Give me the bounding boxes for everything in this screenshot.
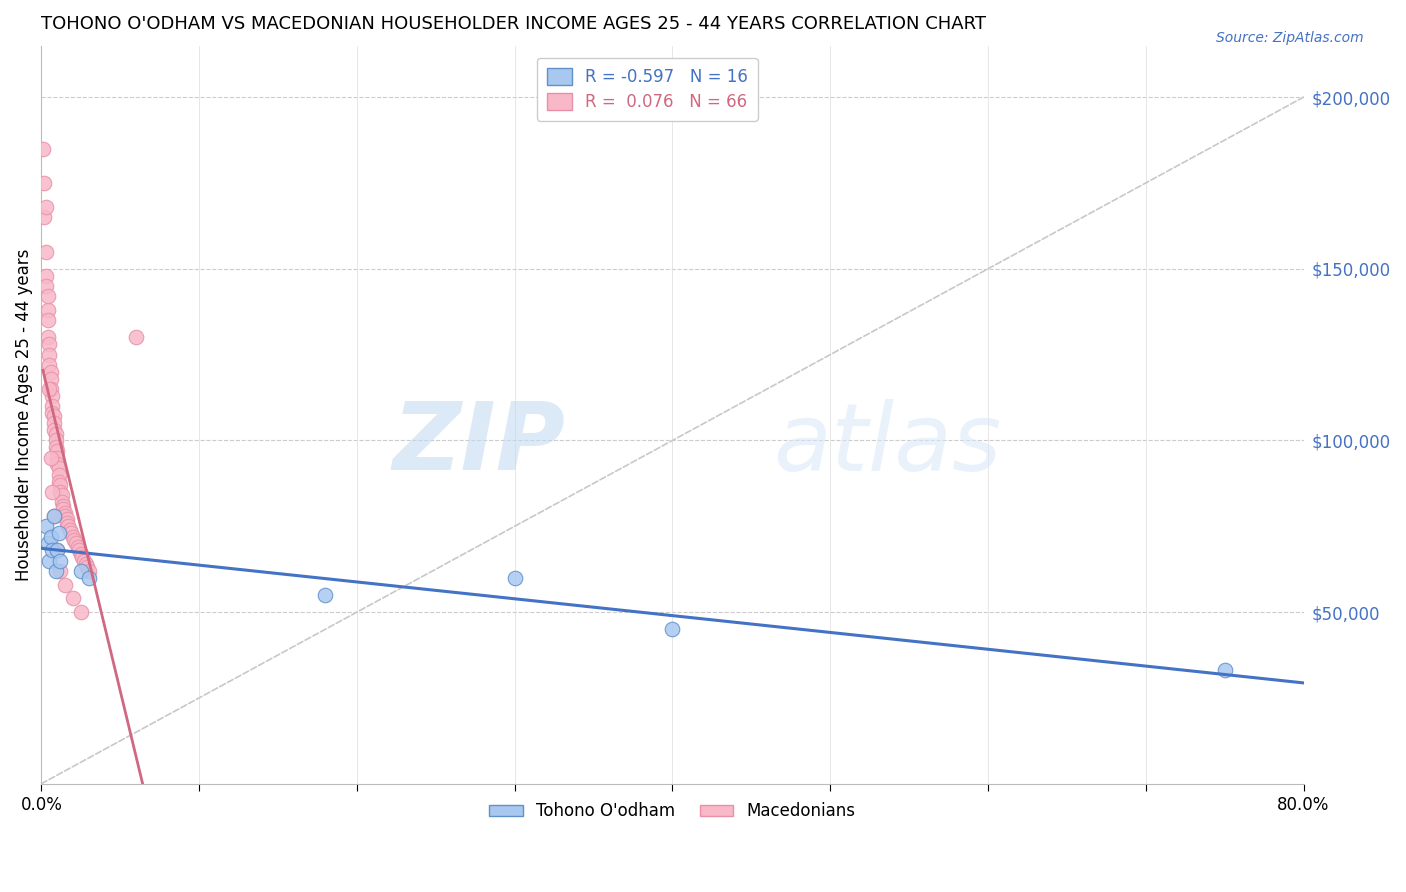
Point xyxy=(49,478,72,492)
Point xyxy=(49,485,72,500)
Point xyxy=(34,176,56,190)
Point xyxy=(38,348,60,362)
Point xyxy=(37,536,59,550)
Point xyxy=(35,268,58,283)
Point xyxy=(62,530,84,544)
Point xyxy=(65,536,87,550)
Point xyxy=(503,571,526,585)
Point xyxy=(46,443,69,458)
Point xyxy=(38,553,60,567)
Point xyxy=(51,495,73,509)
Point xyxy=(59,523,82,537)
Point xyxy=(77,571,100,585)
Point xyxy=(34,211,56,225)
Point xyxy=(38,337,60,351)
Point xyxy=(42,409,65,424)
Point xyxy=(38,358,60,372)
Point xyxy=(35,519,58,533)
Point xyxy=(51,488,73,502)
Text: ZIP: ZIP xyxy=(392,398,565,491)
Point xyxy=(42,417,65,431)
Point xyxy=(37,289,59,303)
Point xyxy=(49,564,72,578)
Point xyxy=(44,440,66,454)
Point xyxy=(63,533,86,547)
Point xyxy=(41,389,63,403)
Point xyxy=(42,508,65,523)
Point xyxy=(41,543,63,558)
Point xyxy=(38,382,60,396)
Point xyxy=(53,506,76,520)
Point xyxy=(52,502,75,516)
Y-axis label: Householder Income Ages 25 - 44 years: Householder Income Ages 25 - 44 years xyxy=(15,249,32,581)
Point xyxy=(46,543,69,558)
Point xyxy=(55,516,77,530)
Point xyxy=(37,303,59,318)
Point xyxy=(55,512,77,526)
Point xyxy=(39,365,62,379)
Point xyxy=(41,406,63,420)
Point xyxy=(62,591,84,606)
Point xyxy=(41,399,63,413)
Point xyxy=(37,313,59,327)
Text: TOHONO O'ODHAM VS MACEDONIAN HOUSEHOLDER INCOME AGES 25 - 44 YEARS CORRELATION C: TOHONO O'ODHAM VS MACEDONIAN HOUSEHOLDER… xyxy=(41,15,987,33)
Point xyxy=(1213,664,1236,678)
Point xyxy=(42,508,65,523)
Point xyxy=(35,279,58,293)
Point xyxy=(53,577,76,591)
Point xyxy=(75,557,97,571)
Point xyxy=(48,467,70,482)
Point xyxy=(52,499,75,513)
Point xyxy=(77,564,100,578)
Point xyxy=(125,330,148,344)
Point xyxy=(56,519,79,533)
Point xyxy=(37,330,59,344)
Point xyxy=(69,547,91,561)
Point xyxy=(44,434,66,448)
Text: Source: ZipAtlas.com: Source: ZipAtlas.com xyxy=(1216,31,1364,45)
Legend: Tohono O'odham, Macedonians: Tohono O'odham, Macedonians xyxy=(482,796,862,827)
Point xyxy=(42,423,65,437)
Point xyxy=(32,142,55,156)
Point xyxy=(46,543,69,558)
Point xyxy=(69,605,91,619)
Point xyxy=(76,560,98,574)
Point xyxy=(314,588,336,602)
Text: atlas: atlas xyxy=(773,399,1001,490)
Point xyxy=(66,540,89,554)
Point xyxy=(39,530,62,544)
Point xyxy=(39,450,62,465)
Point xyxy=(44,564,66,578)
Point xyxy=(46,450,69,465)
Point xyxy=(48,526,70,541)
Point xyxy=(48,461,70,475)
Point xyxy=(35,200,58,214)
Point xyxy=(69,564,91,578)
Point xyxy=(72,550,94,565)
Point xyxy=(53,508,76,523)
Point xyxy=(35,244,58,259)
Point xyxy=(46,458,69,472)
Point xyxy=(44,426,66,441)
Point xyxy=(60,526,83,541)
Point xyxy=(67,543,90,558)
Point xyxy=(41,485,63,500)
Point xyxy=(39,372,62,386)
Point xyxy=(39,382,62,396)
Point xyxy=(49,553,72,567)
Point xyxy=(73,553,96,567)
Point xyxy=(48,475,70,489)
Point xyxy=(661,622,683,636)
